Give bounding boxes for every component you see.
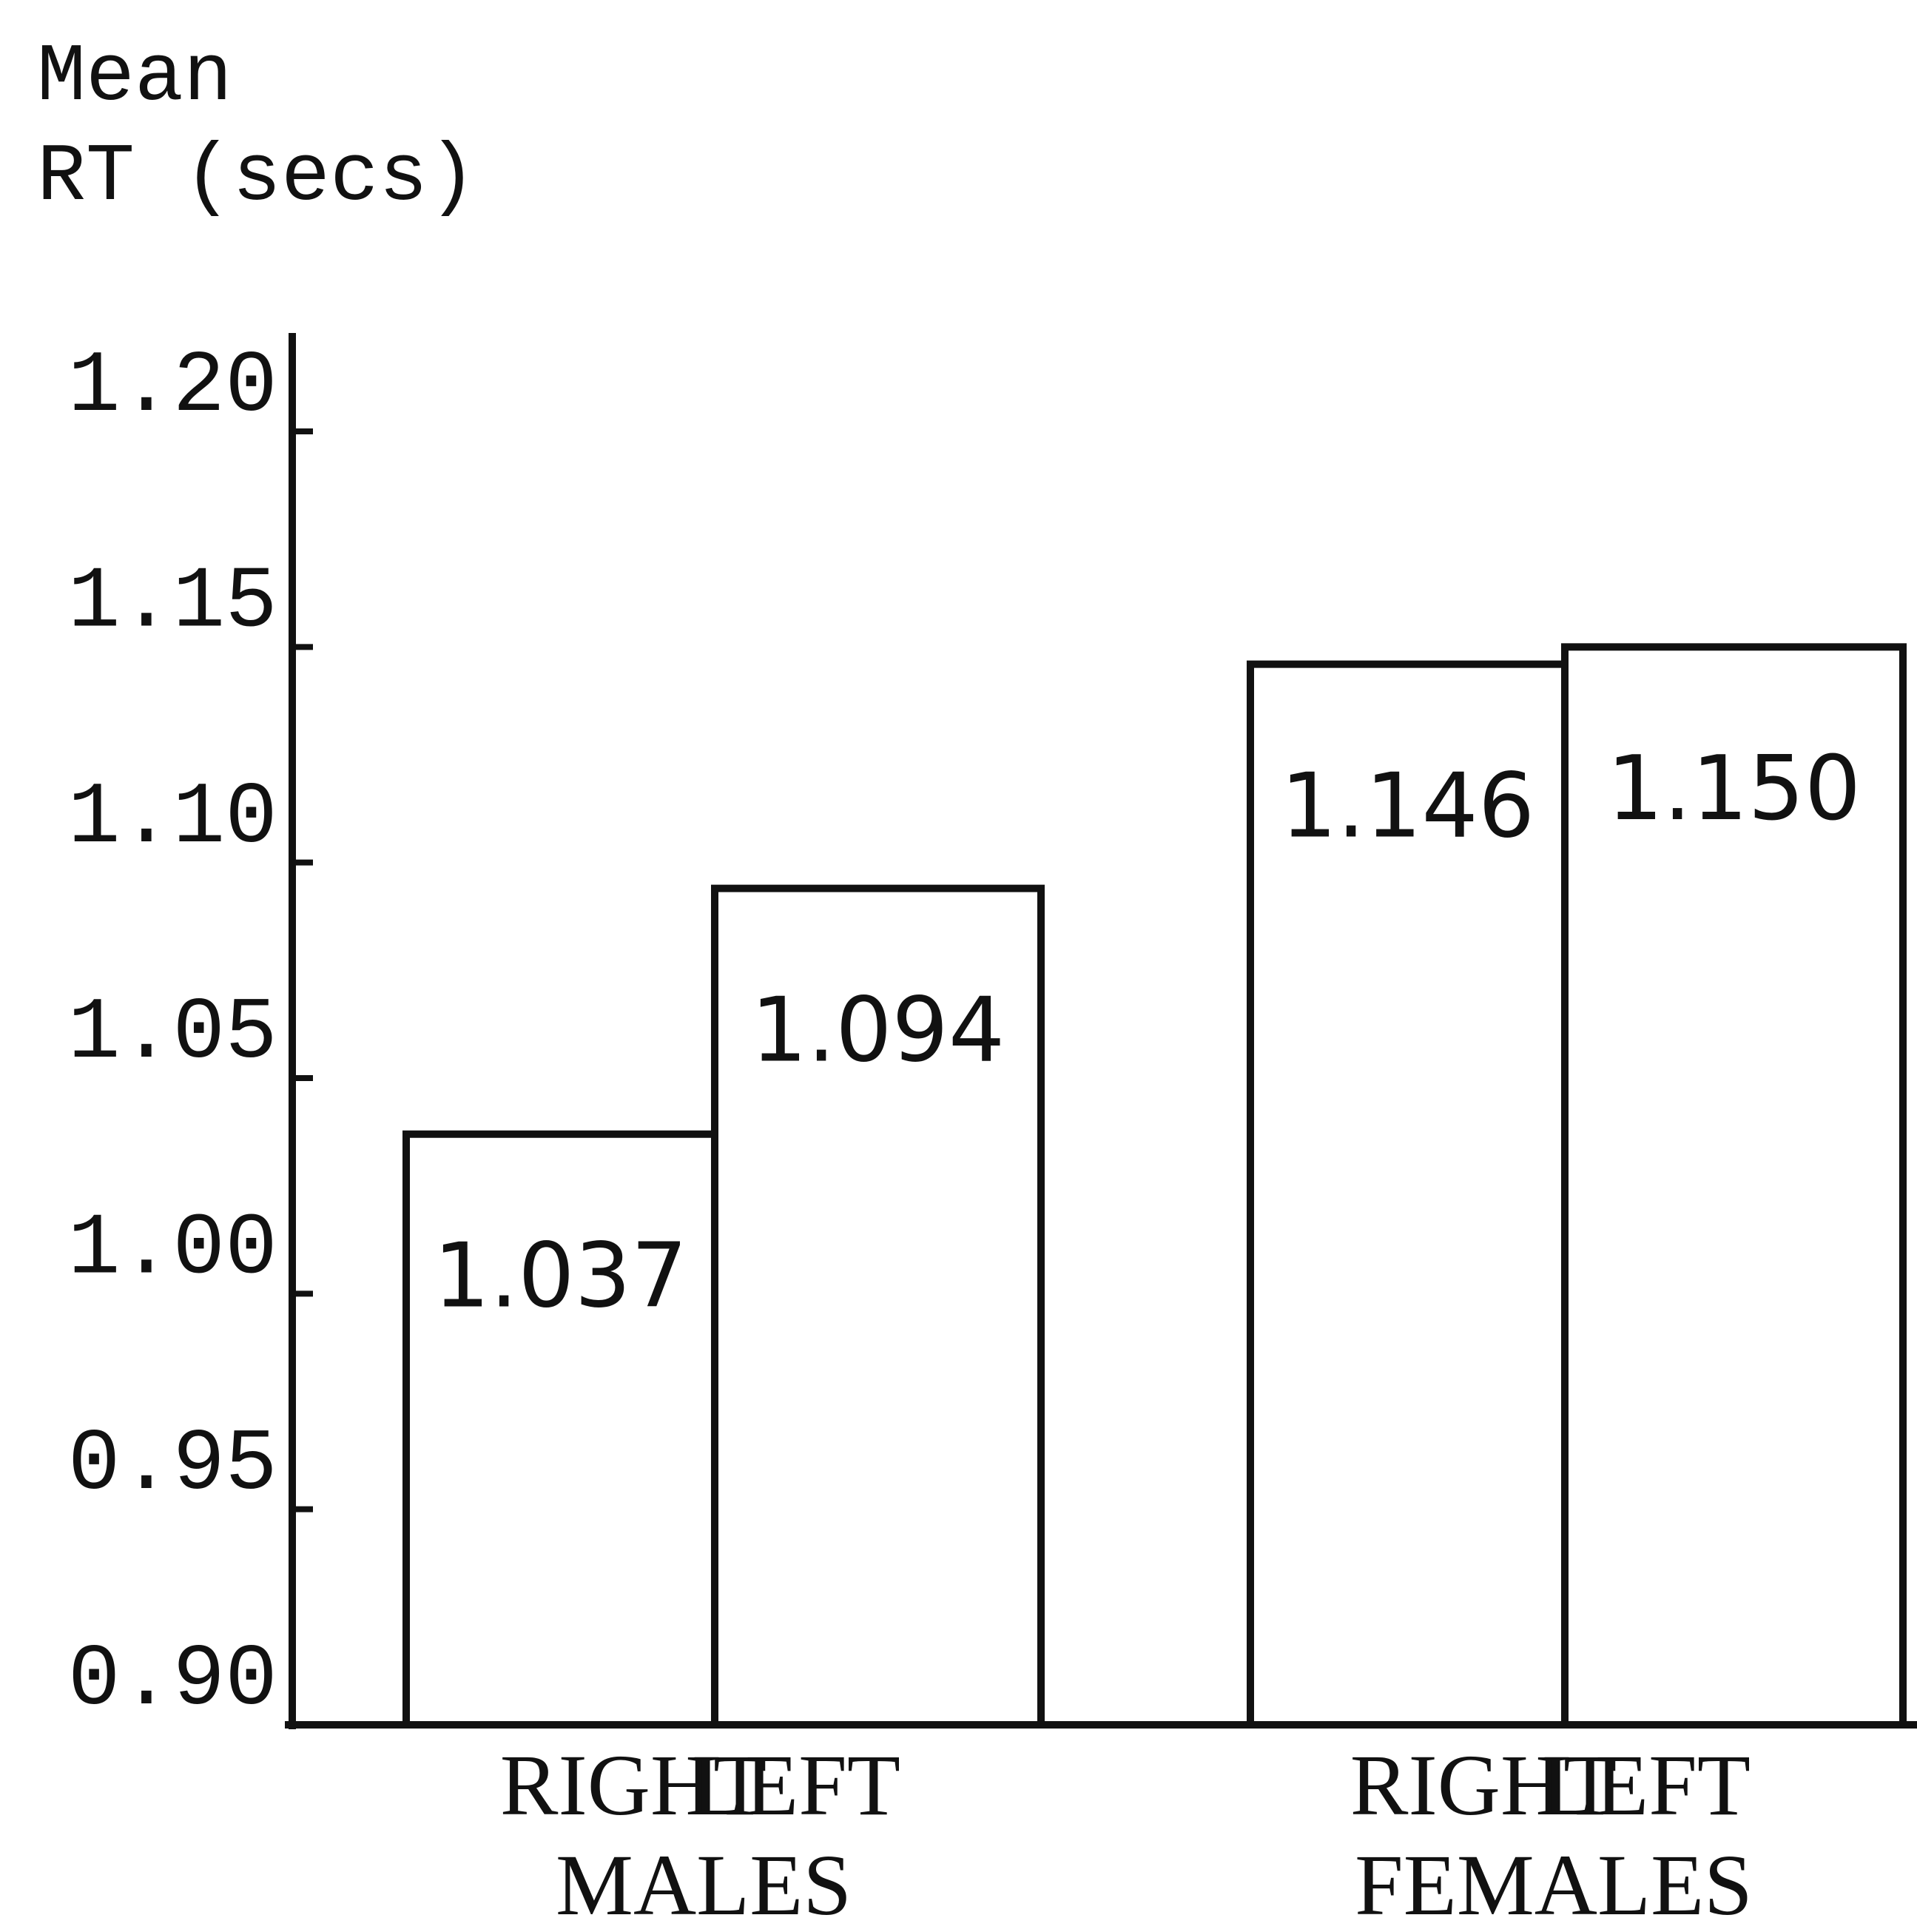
value-label: 1.146 bbox=[1281, 755, 1535, 858]
x-tick-label: RIGHT bbox=[1350, 1737, 1617, 1834]
bar bbox=[402, 1130, 718, 1729]
value-label: 1.150 bbox=[1607, 738, 1862, 841]
group-label: MALES bbox=[556, 1837, 852, 1932]
y-tick-label: 1.15 bbox=[68, 554, 277, 653]
group-label: FEMALES bbox=[1355, 1837, 1753, 1932]
x-tick-label: LEFT bbox=[1542, 1737, 1751, 1834]
y-tick-label: 0.90 bbox=[68, 1632, 277, 1730]
y-axis-label: RT (secs) bbox=[37, 132, 476, 224]
y-tick-label: 1.20 bbox=[68, 338, 277, 437]
bar bbox=[711, 884, 1045, 1729]
y-tick-label: 1.10 bbox=[68, 770, 277, 868]
y-tick-label: 0.95 bbox=[68, 1416, 277, 1515]
x-tick-label: LEFT bbox=[692, 1737, 900, 1834]
bar bbox=[1561, 643, 1907, 1729]
value-label: 1.037 bbox=[434, 1225, 688, 1327]
y-tick-label: 1.05 bbox=[68, 985, 277, 1083]
x-tick-label: RIGHT bbox=[500, 1737, 767, 1834]
value-label: 1.094 bbox=[751, 979, 1005, 1082]
y-axis-label: Mean bbox=[37, 32, 232, 124]
y-tick-label: 1.00 bbox=[68, 1201, 277, 1299]
